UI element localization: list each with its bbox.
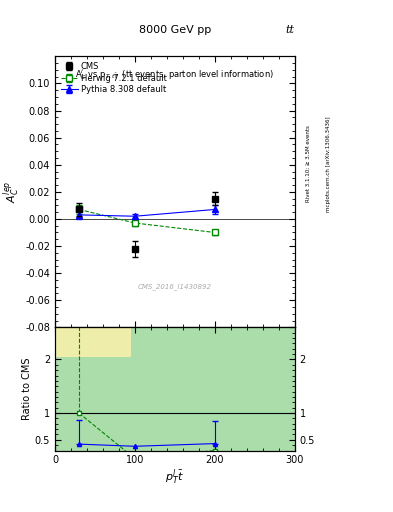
Y-axis label: Ratio to CMS: Ratio to CMS <box>22 358 32 420</box>
Text: mcplots.cern.ch [arXiv:1306.3436]: mcplots.cern.ch [arXiv:1306.3436] <box>326 116 331 211</box>
Text: CMS_2016_I1430892: CMS_2016_I1430892 <box>138 283 212 290</box>
Text: tt: tt <box>286 25 295 35</box>
Bar <box>55 327 131 357</box>
Text: 8000 GeV pp: 8000 GeV pp <box>139 25 211 35</box>
Text: A$_C^l$ vs p$_{T,t\bar{t}}$  (tt events, parton level information): A$_C^l$ vs p$_{T,t\bar{t}}$ (tt events, … <box>75 67 274 82</box>
Text: Rivet 3.1.10; ≥ 3.5M events: Rivet 3.1.10; ≥ 3.5M events <box>306 125 311 202</box>
Y-axis label: $A_C^{lep}$: $A_C^{lep}$ <box>2 181 22 203</box>
Legend: CMS, Herwig 7.2.1 default, Pythia 8.308 default: CMS, Herwig 7.2.1 default, Pythia 8.308 … <box>59 60 168 96</box>
X-axis label: $p_T^l\bar{t}$: $p_T^l\bar{t}$ <box>165 468 184 487</box>
